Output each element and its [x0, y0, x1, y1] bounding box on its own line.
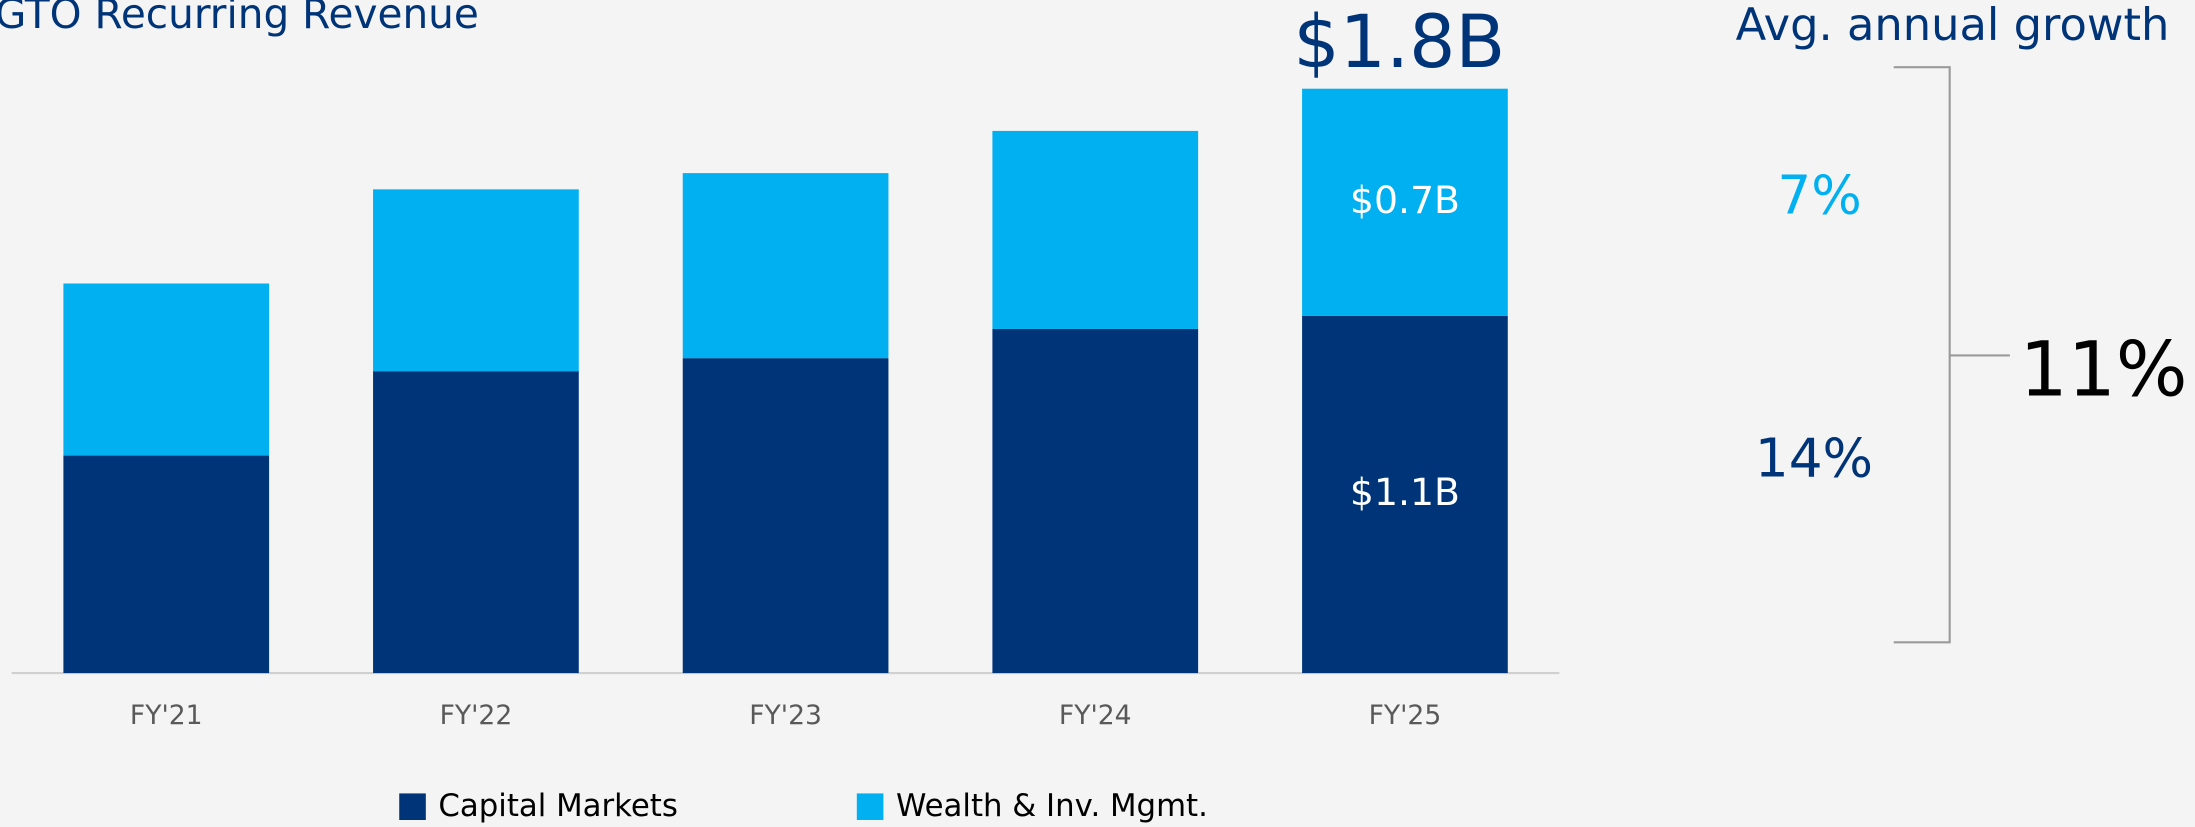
bar-segment [63, 283, 270, 456]
growth-capital: 14% [1755, 427, 1873, 489]
bar-segment [992, 328, 1199, 674]
bar-segment [682, 173, 889, 359]
bar-segment [1302, 315, 1508, 674]
legend-swatch [856, 793, 884, 821]
growth-title: Avg. annual growth [1736, 0, 2170, 51]
legend-label: Wealth & Inv. Mgmt. [896, 788, 1208, 824]
data-label: $0.7B [1350, 178, 1460, 222]
chart-title: GTO Recurring Revenue [0, 0, 479, 38]
legend-swatch [399, 793, 426, 821]
bar-segment [1302, 88, 1508, 316]
bar-segment [992, 130, 1199, 329]
x-tick-label: FY'22 [440, 700, 513, 731]
bar-segment [63, 455, 270, 674]
x-tick-label: FY'23 [749, 700, 822, 731]
bar-segment [682, 358, 889, 674]
x-tick-label: FY'25 [1369, 700, 1442, 731]
bar-segment [373, 371, 579, 674]
bracket [1893, 66, 2010, 644]
data-label: $1.1B [1350, 470, 1460, 514]
total-label: $1.8B [1293, 0, 1505, 85]
growth-wealth: 7% [1777, 164, 1861, 226]
bar-segment [373, 189, 579, 372]
x-tick-label: FY'21 [130, 700, 203, 731]
x-tick-label: FY'24 [1059, 700, 1132, 731]
growth-overall: 11% [2020, 326, 2188, 414]
legend-label: Capital Markets [438, 788, 677, 824]
